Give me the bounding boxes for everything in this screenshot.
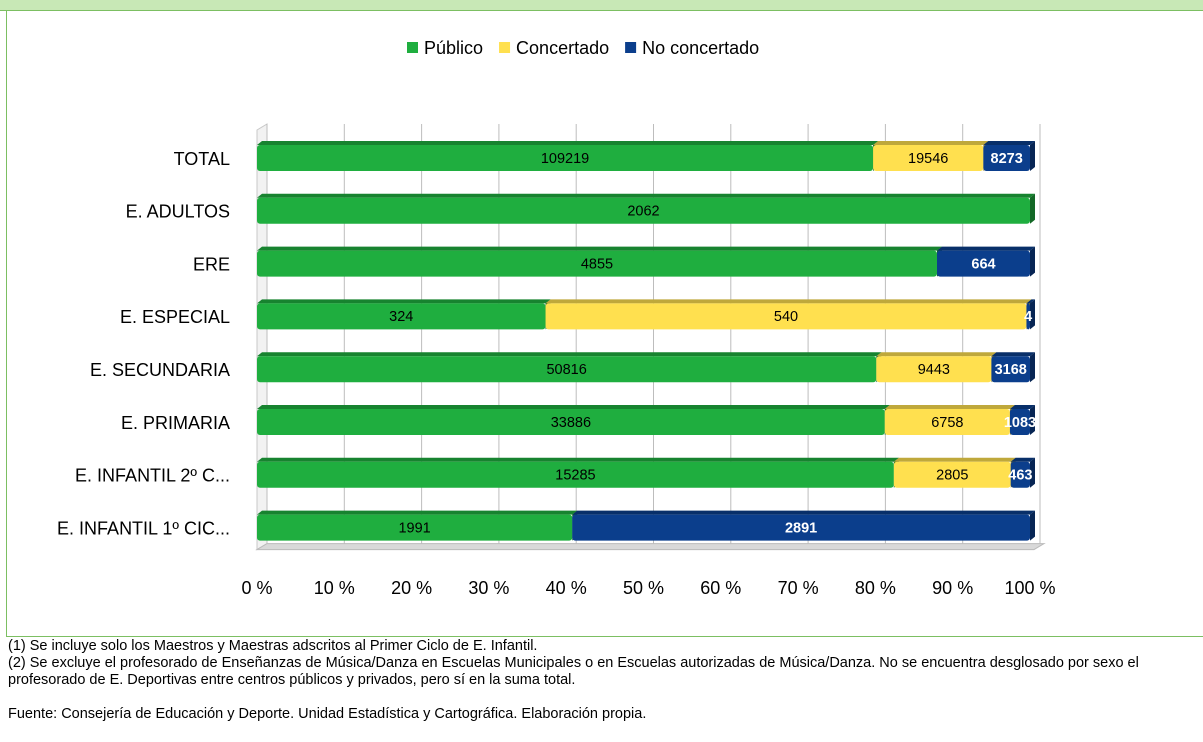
y-tick-label: E. INFANTIL 1º CIC... [57, 518, 230, 538]
bar-top [983, 141, 1035, 145]
legend-swatch [625, 42, 636, 53]
bar-top [546, 299, 1032, 303]
bar-top [873, 141, 988, 145]
x-tick-label: 90 % [932, 578, 973, 598]
value-label: 19546 [908, 151, 948, 167]
x-tick-label: 100 % [1004, 578, 1055, 598]
bar-top [257, 511, 577, 515]
y-tick-label: E. ESPECIAL [120, 307, 230, 327]
x-tick-label: 0 % [241, 578, 272, 598]
bar-top [257, 141, 878, 145]
legend-label: Concertado [516, 38, 609, 58]
value-label: 109219 [541, 151, 589, 167]
note: (1) Se incluye solo los Maestros y Maest… [8, 638, 1203, 655]
value-label: 33886 [551, 415, 591, 431]
value-label: 540 [774, 309, 798, 325]
note: (2) Se excluye el profesorado de Enseñan… [8, 655, 1203, 689]
plot-floor [257, 544, 1044, 550]
x-tick-label: 70 % [778, 578, 819, 598]
x-tick-label: 10 % [314, 578, 355, 598]
x-tick-label: 40 % [546, 578, 587, 598]
value-label: 4 [1024, 309, 1032, 325]
value-label: 2805 [936, 468, 968, 484]
x-tick-label: 50 % [623, 578, 664, 598]
x-tick-label: 60 % [700, 578, 741, 598]
bar-side [1030, 141, 1035, 171]
legend-label: Público [424, 38, 483, 58]
value-label: 2062 [627, 204, 659, 220]
bar-top [257, 299, 551, 303]
value-label: 8273 [991, 151, 1023, 167]
x-tick-label: 20 % [391, 578, 432, 598]
bar-top [876, 352, 996, 356]
y-tick-label: ERE [193, 254, 230, 274]
value-label: 664 [971, 256, 995, 272]
chart: 0 % 10 % 20 % 30 % 40 % 50 % 60 % 70 % 80 % 90 % 1… [0, 0, 1203, 636]
y-tick-label: E. ADULTOS [126, 202, 230, 222]
legend-swatch [407, 42, 418, 53]
value-label: 9443 [918, 362, 950, 378]
bar-side [1030, 194, 1035, 224]
value-label: 4855 [581, 256, 613, 272]
bar-top [991, 352, 1035, 356]
bar-side [1030, 247, 1035, 277]
source: Fuente: Consejería de Educación y Deport… [8, 706, 1203, 723]
value-label: 1991 [398, 520, 430, 536]
y-tick-label: E. PRIMARIA [121, 413, 230, 433]
bar-top [572, 511, 1035, 515]
bar-side [1030, 511, 1035, 541]
bar-top [257, 352, 881, 356]
value-label: 3168 [995, 362, 1027, 378]
x-tick-label: 30 % [468, 578, 509, 598]
y-tick-label: E. SECUNDARIA [90, 360, 230, 380]
value-label: 463 [1008, 468, 1032, 484]
bar-top [257, 458, 899, 462]
legend-label: No concertado [642, 38, 759, 58]
bar-top [885, 405, 1015, 409]
bar-side [1030, 352, 1035, 382]
legend-swatch [499, 42, 510, 53]
x-tick-label: 80 % [855, 578, 896, 598]
page: 0 % 10 % 20 % 30 % 40 % 50 % 60 % 70 % 80 % 90 % 1… [0, 0, 1203, 742]
value-label: 15285 [555, 468, 595, 484]
value-label: 324 [389, 309, 413, 325]
bar-top [894, 458, 1016, 462]
value-label: 50816 [546, 362, 586, 378]
value-label: 1083 [1004, 415, 1036, 431]
notes: (1) Se incluye solo los Maestros y Maest… [8, 638, 1203, 723]
bar-top [257, 247, 942, 251]
y-tick-label: E. INFANTIL 2º C... [75, 466, 230, 486]
bar-top [257, 405, 890, 409]
bar-top [257, 194, 1035, 198]
value-label: 6758 [931, 415, 963, 431]
value-label: 2891 [785, 520, 817, 536]
bar-top [937, 247, 1035, 251]
y-tick-label: TOTAL [174, 149, 230, 169]
